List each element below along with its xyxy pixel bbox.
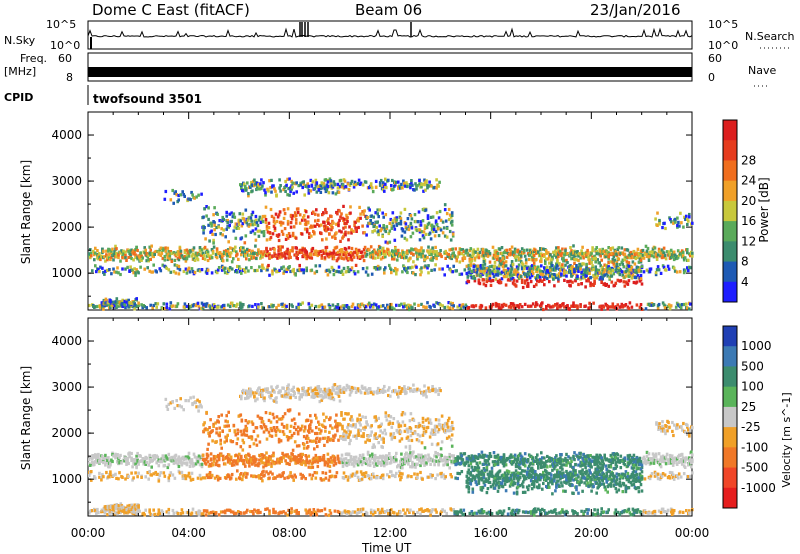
freq-tick-top: 60 (58, 52, 72, 65)
nsearch-tick-top: 10^5 (708, 18, 738, 31)
nsky-panel-frame (87, 20, 693, 50)
xtick-label: 00:00 (675, 526, 710, 540)
ytick-label: 1000 (51, 266, 82, 280)
nave-tick-top: 60 (708, 52, 722, 65)
nave-label: Nave (748, 64, 776, 77)
nsky-trace (87, 22, 693, 49)
freq-label-2: [MHz] (4, 65, 36, 78)
time-axis-label: Time UT (361, 541, 412, 554)
ytick-label: 4000 (51, 128, 82, 142)
colorbar-tick: 1000 (741, 339, 772, 353)
colorbar-tick: -100 (741, 440, 768, 454)
nsky-label: N.Sky (4, 34, 36, 47)
nsky-tick-top: 10^5 (46, 18, 76, 31)
power-colorbar-label: Power [dB] (757, 177, 771, 242)
power-data (88, 177, 694, 312)
freq-band (88, 67, 692, 77)
xtick-label: 16:00 (473, 526, 508, 540)
ytick-label: 2000 (51, 220, 82, 234)
power-colorbar: 4 8 12 16 20 24 28 (722, 119, 756, 303)
xtick-label: 08:00 (272, 526, 307, 540)
beam-title: Beam 06 (355, 1, 422, 19)
colorbar-tick: 100 (741, 380, 764, 394)
station-title: Dome C East (fitACF) (92, 1, 250, 19)
velocity-y-axis: 1000 2000 3000 4000 (51, 317, 692, 503)
power-ylabel: Slant Range [km] (19, 160, 33, 264)
colorbar-tick: 20 (741, 194, 756, 208)
ytick-label: 3000 (51, 174, 82, 188)
colorbar-tick: -1000 (741, 481, 776, 495)
xtick-label: 04:00 (171, 526, 206, 540)
colorbar-tick: 12 (741, 234, 756, 248)
nsearch-label: N.Search (745, 30, 795, 43)
xtick-label: 12:00 (373, 526, 408, 540)
ytick-label: 3000 (51, 380, 82, 394)
time-x-axis: 00:00 04:00 08:00 12:00 16:00 20:00 00:00 (71, 112, 710, 540)
colorbar-tick: 16 (741, 214, 756, 228)
colorbar-tick: 500 (741, 359, 764, 373)
nave-tick-bottom: 0 (708, 71, 715, 84)
nsearch-tick-bottom: 10^0 (708, 39, 738, 52)
colorbar-tick: 24 (741, 174, 756, 188)
nsky-tick-bottom: 10^0 (50, 39, 80, 52)
freq-label-1: Freq. (20, 52, 47, 65)
freq-tick-bottom: 8 (66, 71, 73, 84)
cpid-value: twofsound 3501 (93, 92, 202, 106)
xtick-label: 20:00 (574, 526, 609, 540)
velocity-ylabel: Slant Range [km] (19, 366, 33, 470)
cpid-label: CPID (4, 91, 33, 104)
colorbar-tick: 8 (741, 255, 749, 269)
velocity-colorbar: 1000 500 100 25 -25 -100 -500 -1000 (722, 325, 776, 509)
ytick-label: 1000 (51, 472, 82, 486)
colorbar-tick: -500 (741, 461, 768, 475)
power-y-axis: 1000 2000 3000 4000 (51, 111, 692, 297)
date-title: 23/Jan/2016 (590, 1, 681, 19)
colorbar-tick: 4 (741, 275, 749, 289)
xtick-label: 00:00 (71, 526, 106, 540)
colorbar-tick: -25 (741, 420, 761, 434)
ytick-label: 4000 (51, 334, 82, 348)
velocity-data (88, 383, 694, 517)
colorbar-tick: 25 (741, 400, 756, 414)
velocity-colorbar-label: Velocity [m s^-1] (780, 392, 793, 487)
colorbar-tick: 28 (741, 153, 756, 167)
ytick-label: 2000 (51, 426, 82, 440)
